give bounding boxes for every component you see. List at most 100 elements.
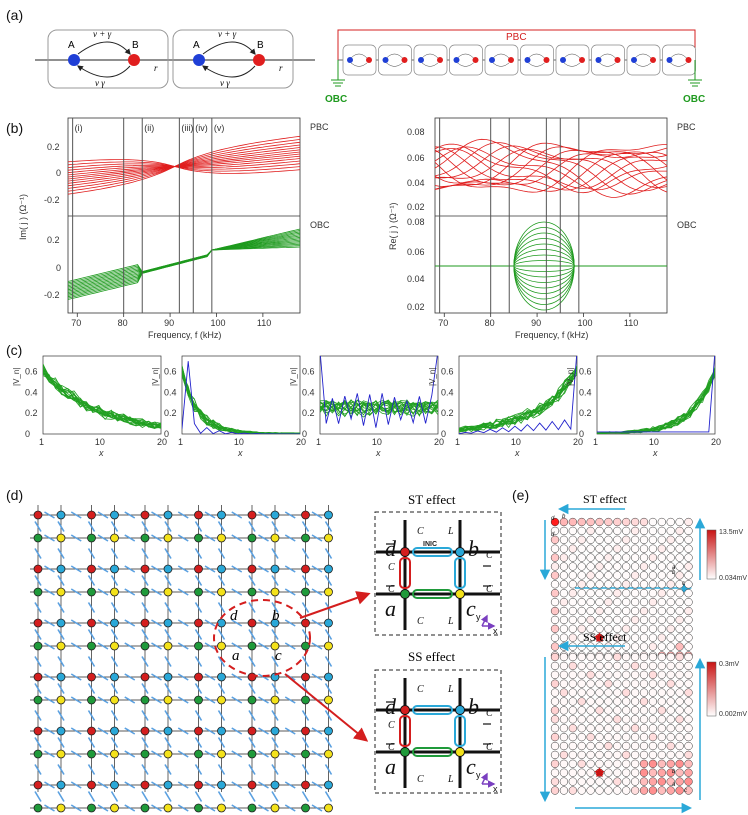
label-inductor: L — [447, 774, 454, 785]
lattice-node — [57, 565, 65, 573]
pbc-re-curve — [435, 143, 667, 192]
lattice-node — [195, 804, 203, 812]
voltage-node — [587, 715, 595, 723]
ytick-label: 0.6 — [441, 367, 454, 377]
voltage-node — [622, 545, 630, 553]
lattice-node — [195, 511, 203, 519]
voltage-node — [613, 778, 621, 786]
ytick: 0.04 — [407, 178, 425, 188]
mode-amplitude-curve — [182, 375, 300, 433]
coupling-arrow-forward — [78, 42, 130, 54]
voltage-node — [631, 572, 639, 580]
label-capacitor: C — [417, 526, 424, 537]
voltage-grid-ss: bac — [551, 653, 692, 794]
voltage-node — [649, 625, 657, 633]
voltage-node — [569, 518, 577, 526]
voltage-node — [551, 662, 559, 670]
node-d — [401, 548, 410, 557]
regime-labels: (i)(ii)(iii)(iv)(v) — [75, 123, 225, 133]
node-b — [456, 706, 465, 715]
voltage-node — [587, 607, 595, 615]
lattice-node — [34, 619, 42, 627]
voltage-node — [578, 698, 586, 706]
panel-d: d b a c ST effect dbacCLCCCCCLINICxy SS … — [30, 492, 501, 812]
voltage-node — [551, 715, 559, 723]
panel-label-b: (b) — [6, 120, 23, 136]
voltage-node — [578, 545, 586, 553]
ss-title: SS effect — [408, 649, 455, 664]
xtick-label: 1 — [39, 437, 44, 447]
lattice-node — [195, 534, 203, 542]
voltage-node — [587, 671, 595, 679]
edge-mode-curve — [597, 351, 715, 432]
label-b: b — [468, 694, 479, 719]
voltage-node — [560, 634, 568, 642]
voltage-node — [587, 653, 595, 661]
label-r: r — [279, 63, 283, 73]
voltage-node — [560, 527, 568, 535]
voltage-node — [685, 751, 693, 759]
regime-label: (ii) — [144, 123, 154, 133]
mini-node-a — [596, 57, 602, 63]
voltage-node — [631, 545, 639, 553]
voltage-node — [640, 643, 648, 651]
lattice-node — [218, 534, 226, 542]
voltage-node — [676, 724, 684, 732]
lattice-node — [164, 642, 172, 650]
voltage-node — [578, 707, 586, 715]
voltage-node — [640, 698, 648, 706]
voltage-node — [685, 616, 693, 624]
lattice-node — [141, 642, 149, 650]
mini-node-b — [402, 57, 408, 63]
voltage-node — [605, 616, 613, 624]
ytick: 0.08 — [407, 217, 425, 227]
mode-amplitude-curve — [43, 364, 161, 427]
label-node-b: B — [257, 40, 264, 51]
panel-label-c: (c) — [6, 342, 22, 358]
voltage-node — [613, 680, 621, 688]
voltage-node — [649, 653, 657, 661]
mode-amplitude-curve — [182, 376, 300, 434]
voltage-node — [622, 616, 630, 624]
voltage-node — [667, 616, 675, 624]
voltage-node — [658, 616, 666, 624]
mini-node-b — [650, 57, 656, 63]
plot-frame — [597, 356, 715, 434]
voltage-node — [667, 518, 675, 526]
lattice-node — [271, 511, 279, 519]
coupling-arrow-backward — [78, 66, 130, 77]
voltage-node — [676, 680, 684, 688]
voltage-node — [667, 742, 675, 750]
mini-node-b — [366, 57, 372, 63]
voltage-node — [622, 751, 630, 759]
voltage-node — [596, 536, 604, 544]
voltage-node — [658, 545, 666, 553]
voltage-node — [605, 554, 613, 562]
voltage-node — [622, 518, 630, 526]
voltage-node — [596, 778, 604, 786]
lattice-node — [195, 727, 203, 735]
voltage-node — [587, 751, 595, 759]
lattice-node — [57, 619, 65, 627]
voltage-node — [613, 742, 621, 750]
voltage-node — [560, 680, 568, 688]
voltage-node — [578, 653, 586, 661]
voltage-node — [605, 742, 613, 750]
voltage-node — [613, 689, 621, 697]
voltage-node — [560, 616, 568, 624]
lattice-node — [57, 642, 65, 650]
lattice-node — [141, 534, 149, 542]
ytick-label: 0.6 — [164, 367, 177, 377]
voltage-node — [587, 698, 595, 706]
panel-b-right: 0.08 0.06 0.04 0.02 0.08 0.06 0.04 0.02 … — [388, 118, 697, 340]
voltage-node — [605, 680, 613, 688]
voltage-node — [613, 527, 621, 535]
voltage-node — [569, 572, 577, 580]
mode-amplitude-curve — [182, 366, 300, 434]
xtick-label: 90 — [531, 318, 541, 328]
voltage-node — [578, 662, 586, 670]
voltage-node — [551, 778, 559, 786]
xtick-label: 90 — [164, 318, 174, 328]
voltage-node — [685, 634, 693, 642]
pbc-im-curve — [68, 167, 300, 195]
